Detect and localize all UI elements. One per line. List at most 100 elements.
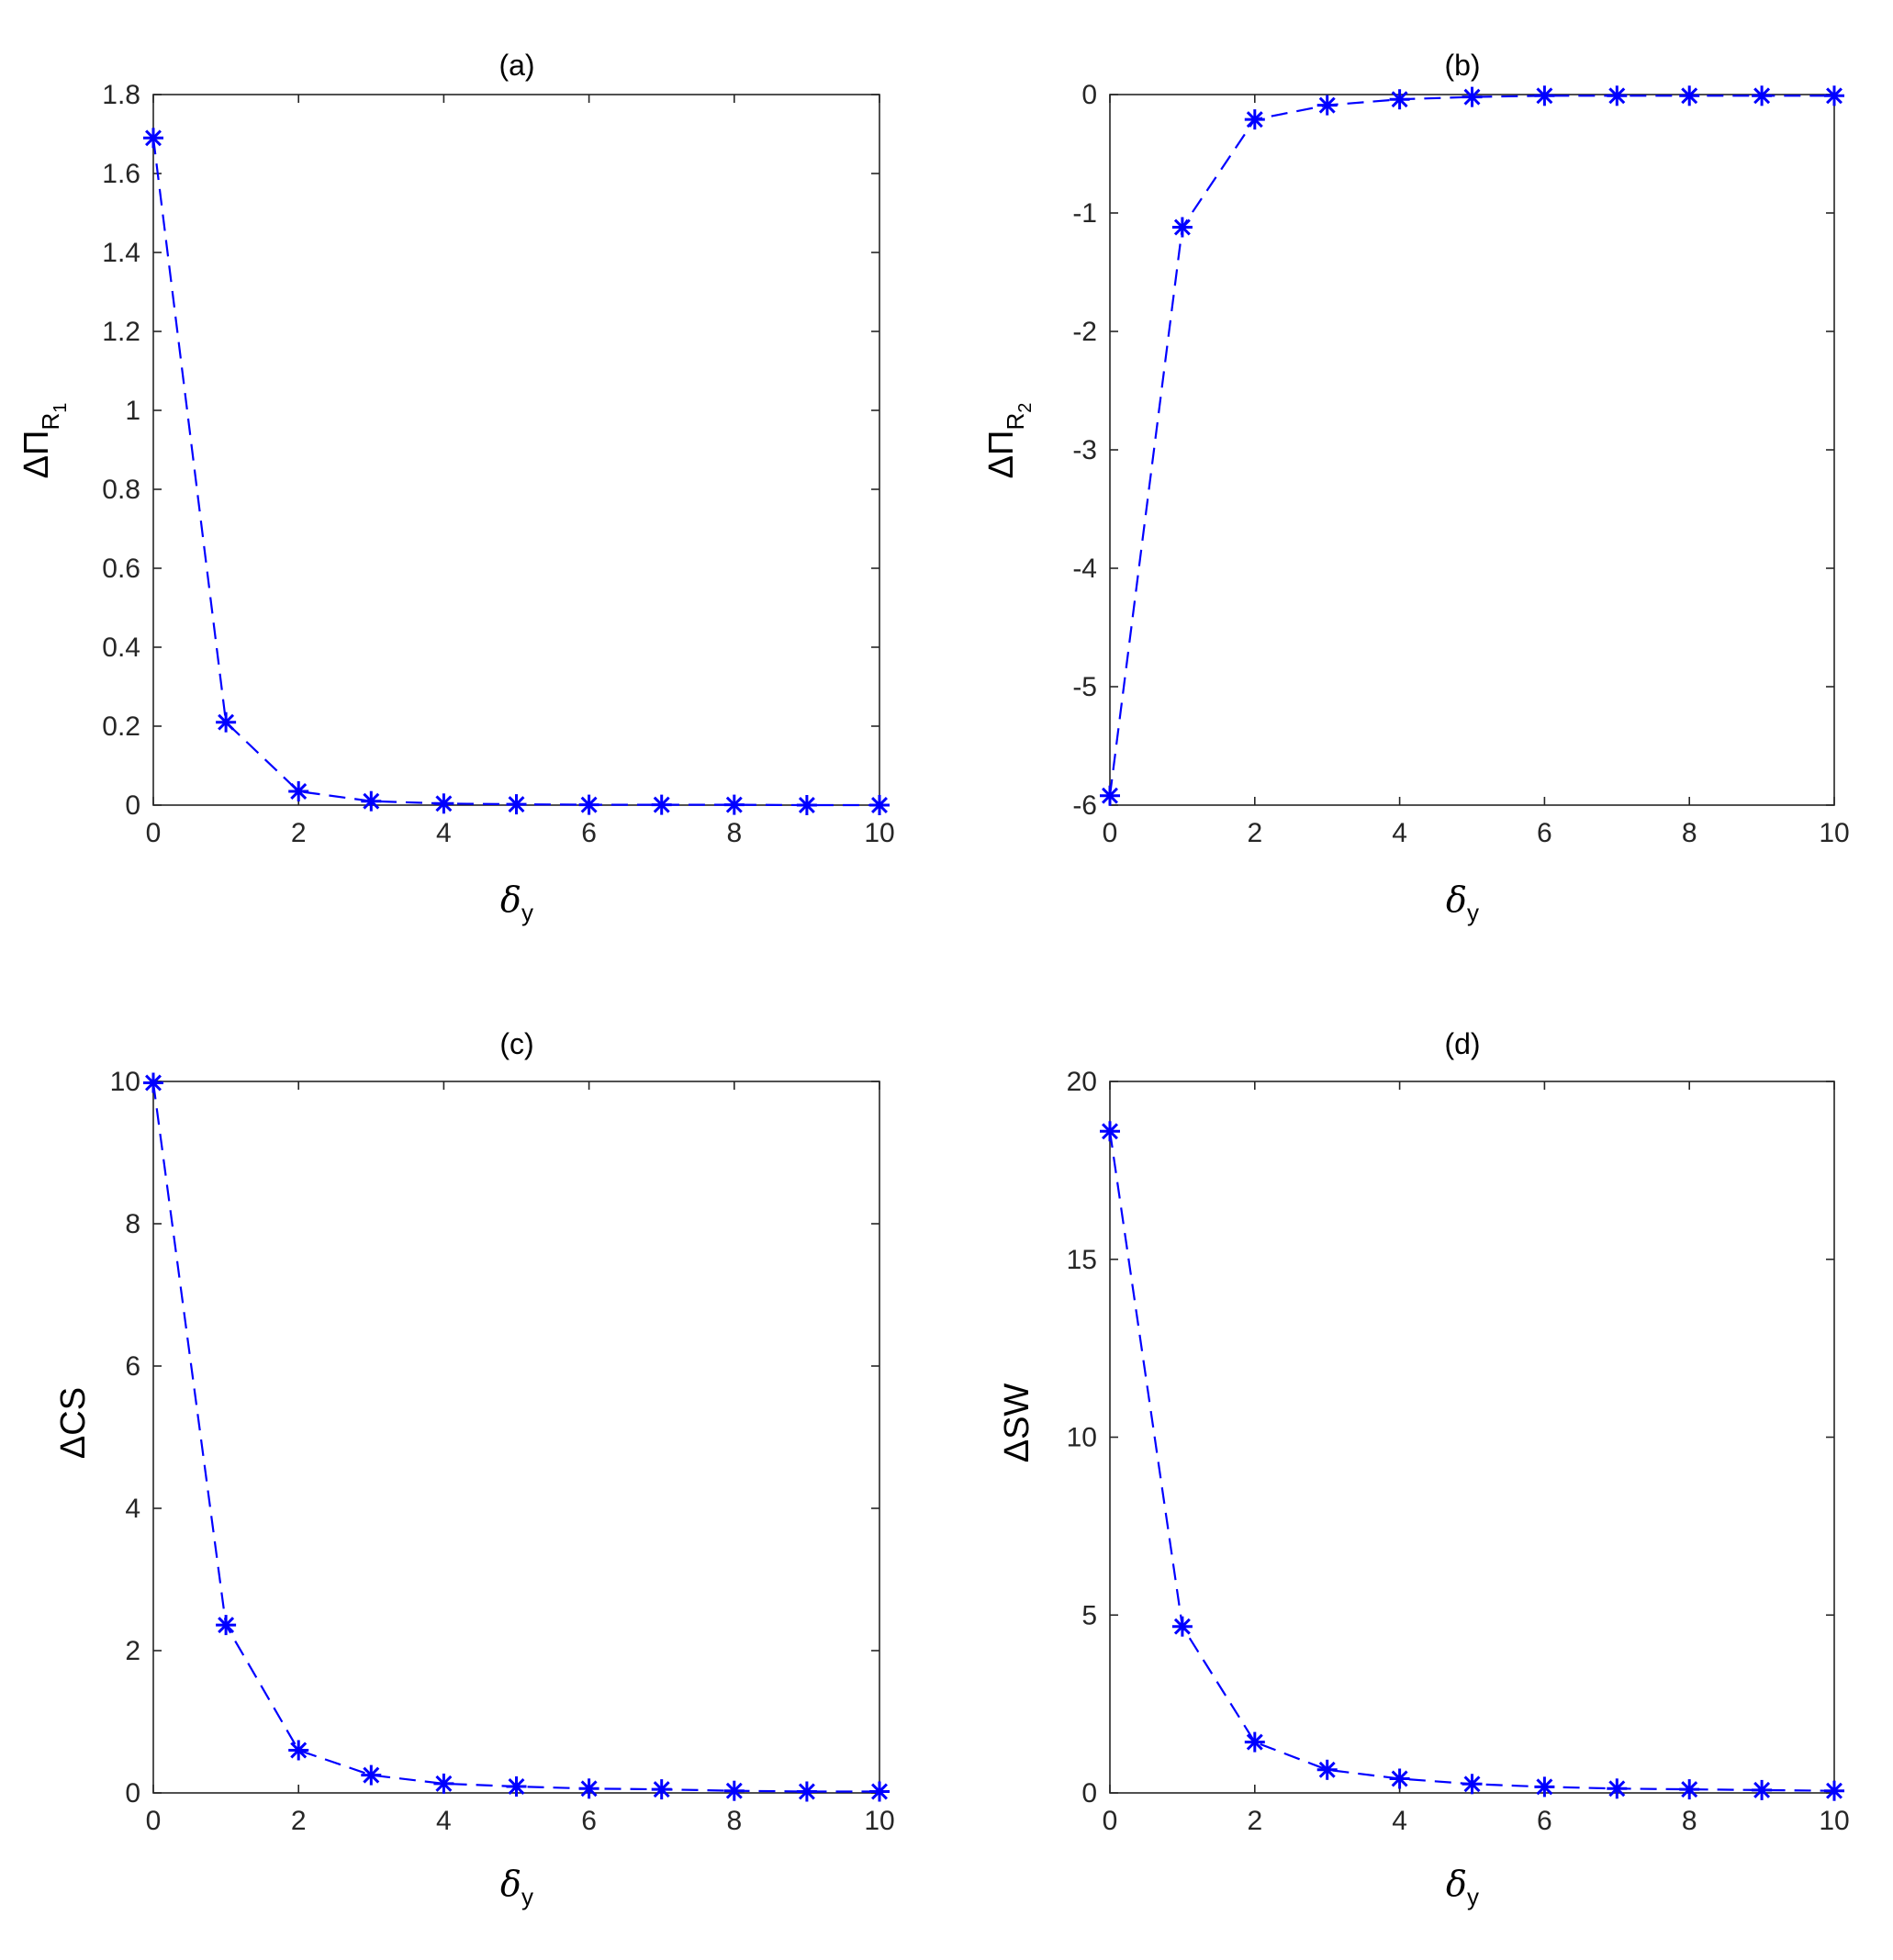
asterisk-marker-stroke xyxy=(1102,1123,1118,1140)
panel-a-x-label-sub: y xyxy=(521,899,533,926)
asterisk-marker-stroke xyxy=(1391,1770,1408,1787)
panel-b-y-tick-label: 0 xyxy=(1081,80,1097,110)
panel-a-data-point xyxy=(869,795,890,815)
asterisk-marker-stroke xyxy=(218,1617,235,1634)
asterisk-marker-stroke xyxy=(725,1782,743,1799)
asterisk-marker-stroke xyxy=(1463,88,1481,106)
panel-d-data-point xyxy=(1607,1778,1628,1799)
panel-d-data-point xyxy=(1824,1780,1844,1801)
panel-b: (b) 0 2 4 6 8 10-6-5-4-3-2-10 δy ΔΠR2 xyxy=(982,49,1850,926)
asterisk-marker-stroke xyxy=(798,1783,815,1800)
panel-c-data-point xyxy=(578,1778,599,1799)
panel-a-x-tick-label: 8 xyxy=(726,818,742,848)
panel-c-data-point xyxy=(216,1615,237,1636)
panel-c-y-tick-label: 8 xyxy=(125,1209,140,1239)
panel-c-x-tick-label: 8 xyxy=(726,1806,742,1836)
panel-a: (a) 0 2 4 6 8 10 0 0.2 0.4 0.6 0.8 1 1.2 1.4 1.6 1.8 δy… xyxy=(17,49,895,926)
panel-c-y-label-main: ΔCS xyxy=(54,1387,93,1459)
panel-d-x-tick-label: 4 xyxy=(1392,1806,1407,1836)
panel-d-x-tick-label: 10 xyxy=(1819,1806,1849,1836)
panel-c-data-point xyxy=(651,1779,672,1800)
asterisk-marker-stroke xyxy=(653,1781,670,1798)
panel-a-x-axis-label: δy xyxy=(500,879,533,926)
asterisk-marker-stroke xyxy=(1681,87,1698,105)
panel-b-data-point xyxy=(1462,86,1483,107)
asterisk-marker-stroke xyxy=(725,796,743,813)
panel-b-plot-area: 0 2 4 6 8 10 -6 -5 -4 -3 -2 -1 0 xyxy=(1072,80,1849,848)
panel-b-y-tick-label: -4 xyxy=(1072,554,1097,584)
panel-b-x-label-sub: y xyxy=(1467,899,1479,926)
panel-b-y-tick-label: -5 xyxy=(1072,672,1097,702)
panel-a-y-tick-label: 1.6 xyxy=(102,159,140,189)
panel-a-data-point xyxy=(578,794,599,815)
panel-b-y-label-subsub: 2 xyxy=(1015,403,1036,413)
panel-d-y-axis-label: ΔSW xyxy=(998,1383,1036,1463)
panel-a-y-tick-label: 1.2 xyxy=(102,317,140,347)
panel-b-y-tick-label: -1 xyxy=(1072,198,1097,229)
panel-a-x-tick-label: 2 xyxy=(291,818,307,848)
asterisk-marker-stroke xyxy=(290,1742,308,1759)
panel-b-x-tick-label: 4 xyxy=(1392,818,1407,848)
panel-b-data-point xyxy=(1100,785,1120,806)
panel-b-x-axis-label: δy xyxy=(1446,879,1479,926)
panel-a-x-tick-label: 0 xyxy=(146,818,162,848)
panel-d-y-tick-label: 0 xyxy=(1081,1778,1097,1809)
panel-a-y-tick-label: 1.4 xyxy=(102,238,140,268)
panel-c: (c) 0 2 4 6 8 10 0 2 4 6 8 10 δy ΔCS xyxy=(54,1027,895,1910)
asterisk-marker-stroke xyxy=(145,129,162,147)
panel-d-plot-area: 0 2 4 6 8 10 0 5 10 15 20 xyxy=(1067,1067,1850,1836)
panel-a-y-tick-label: 0 xyxy=(125,790,140,821)
panel-a-data-point xyxy=(143,128,163,149)
panel-a-y-label-main: ΔΠ xyxy=(17,431,56,479)
panel-b-x-tick-label: 0 xyxy=(1103,818,1118,848)
panel-b-series-line xyxy=(1108,95,1834,796)
panel-d-data-point xyxy=(1100,1121,1120,1142)
asterisk-marker-stroke xyxy=(435,795,453,812)
asterisk-marker-stroke xyxy=(580,796,598,813)
panel-a-title: (a) xyxy=(498,49,534,82)
asterisk-marker-stroke xyxy=(1608,1780,1626,1798)
asterisk-marker-stroke xyxy=(1391,91,1408,108)
panel-d-data-point xyxy=(1244,1731,1265,1753)
asterisk-marker-stroke xyxy=(871,1783,888,1800)
panel-b-data-point xyxy=(1316,95,1338,116)
asterisk-marker-stroke xyxy=(1826,87,1843,105)
panel-a-data-point xyxy=(216,711,237,733)
panel-c-plot-area: 0 2 4 6 8 10 0 2 4 6 8 10 xyxy=(110,1067,895,1836)
asterisk-marker-stroke xyxy=(1536,1778,1553,1796)
panel-b-data-point xyxy=(1171,217,1193,238)
panel-c-x-tick-label: 2 xyxy=(291,1806,307,1836)
panel-d-data-point xyxy=(1389,1768,1410,1789)
panel-d: (d) 0 2 4 6 8 10 0 5 10 15 20 δy ΔSW xyxy=(998,1027,1850,1910)
panel-a-data-point xyxy=(796,795,817,815)
panel-c-data-point xyxy=(796,1781,817,1802)
panel-b-data-point xyxy=(1607,85,1628,106)
panel-d-title: (d) xyxy=(1444,1027,1480,1060)
panel-d-data-point xyxy=(1752,1779,1773,1800)
panel-b-y-label-main: ΔΠ xyxy=(982,431,1021,479)
panel-b-x-tick-label: 8 xyxy=(1682,818,1697,848)
panel-c-y-tick-label: 0 xyxy=(125,1778,140,1809)
panel-c-y-tick-label: 4 xyxy=(125,1494,140,1524)
panel-d-x-label-sub: y xyxy=(1467,1883,1479,1910)
panel-c-y-axis-label: ΔCS xyxy=(54,1387,93,1459)
panel-c-y-tick-label: 2 xyxy=(125,1636,140,1666)
panel-b-data-point xyxy=(1752,85,1773,106)
panel-a-x-tick-label: 4 xyxy=(436,818,452,848)
panel-a-data-point xyxy=(288,781,309,801)
panel-b-data-point xyxy=(1389,89,1410,110)
panel-d-y-tick-label: 15 xyxy=(1067,1245,1097,1275)
asterisk-marker-stroke xyxy=(798,797,815,813)
panel-b-data-point xyxy=(1824,85,1844,106)
panel-c-y-tick-label: 10 xyxy=(110,1067,140,1097)
asterisk-marker-stroke xyxy=(1826,1782,1843,1799)
panel-b-title: (b) xyxy=(1444,49,1480,82)
panel-b-y-axis-label: ΔΠR2 xyxy=(982,403,1036,479)
panel-c-title: (c) xyxy=(499,1027,533,1060)
panel-b-x-tick-label: 10 xyxy=(1819,818,1849,848)
asterisk-marker-stroke xyxy=(435,1775,453,1792)
panel-b-x-tick-label: 2 xyxy=(1247,818,1262,848)
panel-c-data-point xyxy=(869,1781,890,1802)
panel-b-y-tick-label: -6 xyxy=(1072,790,1097,821)
